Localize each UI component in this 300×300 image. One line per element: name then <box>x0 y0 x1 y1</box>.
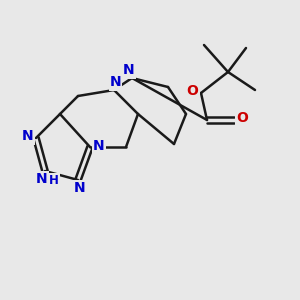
Text: N: N <box>123 64 135 77</box>
Text: O: O <box>187 84 199 98</box>
Text: H: H <box>49 173 59 187</box>
Text: N: N <box>22 130 33 143</box>
Text: N: N <box>36 172 48 186</box>
Text: N: N <box>93 139 105 152</box>
Text: N: N <box>110 76 121 89</box>
Text: O: O <box>236 112 248 125</box>
Text: N: N <box>74 182 85 195</box>
